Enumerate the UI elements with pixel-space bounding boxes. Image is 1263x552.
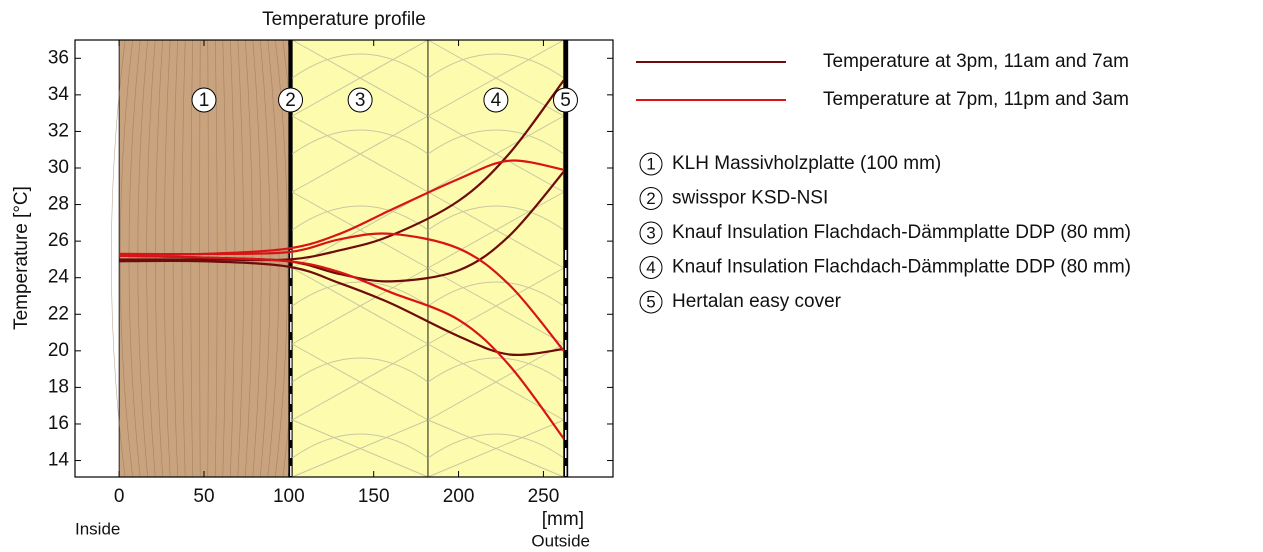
layer-number: 5 xyxy=(560,90,571,111)
y-tick-label: 34 xyxy=(48,84,70,105)
texture xyxy=(267,39,280,478)
y-tick-label: 18 xyxy=(48,376,69,397)
temperature-line xyxy=(119,232,565,352)
texture xyxy=(291,115,429,193)
layer-number: 3 xyxy=(355,90,366,111)
legend-label: KLH Massivholzplatte (100 mm) xyxy=(672,153,941,174)
legend-label: Hertalan easy cover xyxy=(672,291,842,312)
texture xyxy=(427,39,565,117)
texture xyxy=(427,419,565,478)
plot-frame xyxy=(74,39,614,478)
layer-number: 2 xyxy=(285,90,296,111)
legend-marker xyxy=(639,152,663,176)
legend-marker xyxy=(639,256,663,279)
legend-number: 4 xyxy=(646,258,655,277)
legend-marker xyxy=(639,290,663,314)
x-axis-label: [mm] xyxy=(542,509,584,530)
x-tick-label: 200 xyxy=(443,486,475,507)
texture xyxy=(291,419,429,478)
y-tick-label: 24 xyxy=(48,267,70,288)
x-tick-label: 100 xyxy=(273,486,305,507)
legend-label: Temperature at 3pm, 11am and 7am xyxy=(823,51,1129,72)
texture xyxy=(260,39,271,478)
legend-marker xyxy=(639,187,663,210)
legend-marker xyxy=(639,221,663,245)
layer-marker xyxy=(278,87,304,113)
y-tick-label: 14 xyxy=(48,450,70,471)
legend-number: 1 xyxy=(646,154,655,173)
legend-label: swisspor KSD-NSI xyxy=(672,188,828,209)
layer-marker xyxy=(483,87,509,113)
y-tick-label: 20 xyxy=(48,340,69,361)
layer-number: 4 xyxy=(491,90,502,111)
y-tick-label: 28 xyxy=(48,194,69,215)
plot-lines xyxy=(119,79,565,440)
y-tick-label: 36 xyxy=(48,47,69,68)
x-tick-label: 250 xyxy=(528,486,560,507)
texture xyxy=(291,39,429,117)
y-tick-label: 26 xyxy=(48,230,69,251)
outside-label: Outside xyxy=(531,531,590,550)
texture xyxy=(427,115,565,193)
legend-number: 3 xyxy=(646,223,655,242)
temperature-line xyxy=(119,79,565,262)
legend-number: 5 xyxy=(646,292,655,311)
x-tick-label: 0 xyxy=(114,486,125,507)
legend-number: 2 xyxy=(646,189,655,208)
texture xyxy=(111,39,126,478)
x-tick-label: 50 xyxy=(193,486,214,507)
y-axis-label: Temperature [°C] xyxy=(11,186,32,330)
y-tick-label: 32 xyxy=(48,120,69,141)
temperature-line xyxy=(119,259,564,357)
texture xyxy=(427,267,565,345)
layer-marker xyxy=(552,87,578,113)
texture xyxy=(427,191,565,269)
layer-marker xyxy=(191,87,217,113)
inside-label: Inside xyxy=(75,519,120,538)
y-tick-label: 22 xyxy=(48,303,69,324)
legend-label: Knauf Insulation Flachdach-Dämmplatte DD… xyxy=(672,222,1131,243)
layer-number: 1 xyxy=(199,90,210,111)
y-tick-label: 16 xyxy=(48,413,69,434)
layer xyxy=(291,39,429,478)
legend-label: Temperature at 7pm, 11pm and 3am xyxy=(823,89,1129,110)
chart-title: Temperature profile xyxy=(262,9,426,30)
layer-marker xyxy=(347,87,373,113)
texture xyxy=(291,343,429,421)
y-tick-label: 30 xyxy=(48,157,69,178)
x-tick-label: 150 xyxy=(358,486,390,507)
temperature-line xyxy=(119,254,565,440)
legend-label: Knauf Insulation Flachdach-Dämmplatte DD… xyxy=(672,257,1131,278)
